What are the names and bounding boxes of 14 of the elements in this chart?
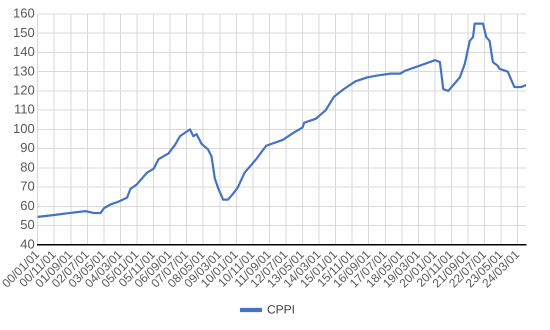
y-tick-label: 60 [20, 198, 35, 213]
y-tick-label: 160 [12, 6, 35, 21]
y-tick-label: 140 [12, 44, 35, 60]
y-tick-label: 110 [14, 102, 35, 117]
legend-label: CPPI [266, 302, 296, 316]
y-tick-label: 80 [20, 159, 35, 174]
y-tick-label: 150 [12, 24, 35, 40]
y-tick-label: 100 [12, 120, 35, 136]
y-tick-label: 40 [20, 236, 35, 252]
y-tick-label: 50 [20, 217, 35, 232]
y-tick-label: 90 [20, 140, 35, 156]
y-tick-label: 120 [12, 82, 35, 98]
y-tick-label: 130 [12, 63, 35, 78]
y-tick-label: 70 [20, 178, 35, 194]
